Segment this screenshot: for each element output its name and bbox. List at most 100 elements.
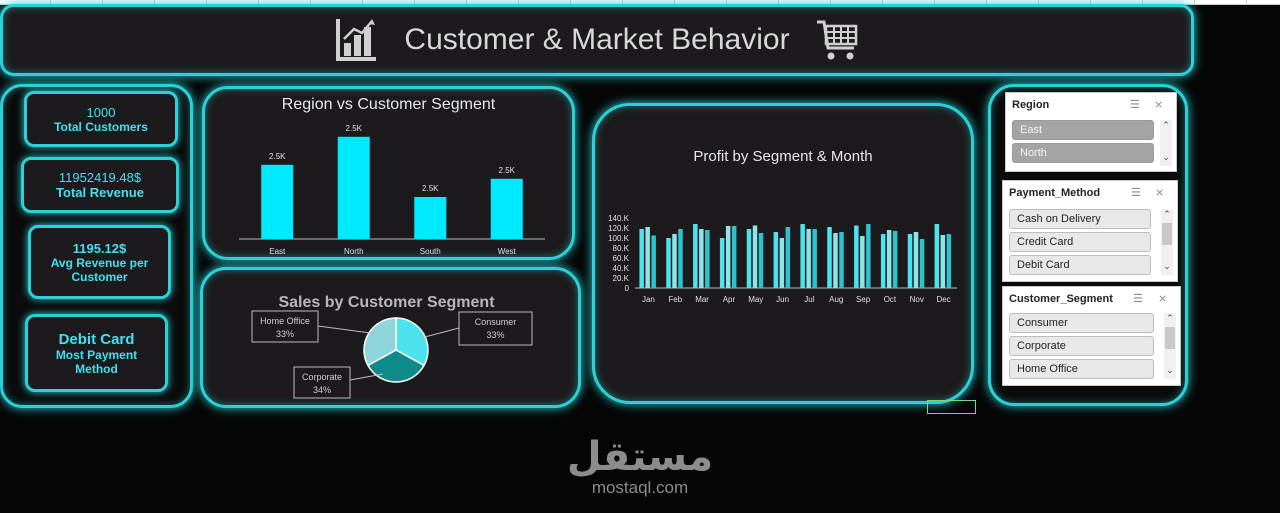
clear-filter-icon[interactable]: ⨯ xyxy=(1158,293,1168,305)
bar-oct-consumer xyxy=(880,234,886,288)
bar-aug-home-office xyxy=(839,232,844,288)
grid-line xyxy=(518,0,519,4)
y-tick-0: 0 xyxy=(625,284,630,293)
bar-apr-consumer xyxy=(719,238,725,288)
grid-line xyxy=(102,0,103,4)
shopping-cart-icon xyxy=(816,20,857,60)
bar-may-corporate xyxy=(752,225,758,288)
bar-may-home-office xyxy=(758,233,764,288)
x-tick-aug: Aug xyxy=(829,295,843,304)
scroll-up-icon[interactable]: ⌃ xyxy=(1166,313,1174,323)
scroll-down-icon[interactable]: ⌄ xyxy=(1162,152,1170,162)
bar-jan-corporate xyxy=(645,227,650,288)
y-tick-6: 120.K xyxy=(608,224,630,233)
kpi-payment-method: Debit Card Most Payment Method xyxy=(25,314,168,392)
payment-scrollbar[interactable]: ⌃ ⌄ xyxy=(1161,209,1173,275)
segment-scrollbar[interactable]: ⌃ ⌄ xyxy=(1164,313,1176,379)
bar-west xyxy=(490,178,523,239)
tick-label-east: East xyxy=(269,247,286,256)
data-label-south: 2.5K xyxy=(422,184,439,193)
grid-line xyxy=(830,0,831,4)
multi-select-icon[interactable]: ☰ xyxy=(1133,293,1143,305)
bar-jul-consumer xyxy=(800,224,805,288)
bar-oct-home-office xyxy=(892,231,898,288)
x-tick-jun: Jun xyxy=(776,295,789,304)
y-tick-1: 20.K xyxy=(613,274,630,283)
y-tick-3: 60.K xyxy=(613,254,630,263)
grid-line xyxy=(1246,0,1247,4)
bar-jun-home-office xyxy=(785,227,791,288)
clear-filter-icon[interactable]: ⨯ xyxy=(1155,187,1165,199)
grid-line xyxy=(310,0,311,4)
x-tick-nov: Nov xyxy=(910,295,924,304)
segment-slicer-title: Customer_Segment xyxy=(1009,293,1113,305)
multi-select-icon[interactable]: ☰ xyxy=(1130,99,1140,111)
bar-nov-home-office xyxy=(919,239,925,288)
bar-jul-home-office xyxy=(812,229,817,288)
data-label-west: 2.5K xyxy=(499,166,516,175)
slicer-item-north[interactable]: North xyxy=(1012,143,1154,163)
bar-jan-consumer xyxy=(639,229,644,288)
scroll-down-icon[interactable]: ⌄ xyxy=(1166,365,1174,375)
x-tick-oct: Oct xyxy=(884,295,897,304)
grid-line xyxy=(1194,0,1195,4)
pie-label-corporate: Corporate xyxy=(302,372,342,382)
bar-jul-corporate xyxy=(806,229,811,288)
scroll-down-icon[interactable]: ⌄ xyxy=(1163,261,1171,271)
region-slicer: Region ☰ ⨯ East North ⌃ ⌄ xyxy=(1005,92,1177,172)
grid-line xyxy=(986,0,987,4)
bar-mar-home-office xyxy=(705,230,710,288)
scroll-thumb[interactable] xyxy=(1162,223,1172,245)
slicer-item-home-office[interactable]: Home Office xyxy=(1009,359,1154,379)
slicer-item-consumer[interactable]: Consumer xyxy=(1009,313,1154,333)
pie-label-consumer: Consumer xyxy=(475,317,517,327)
pie-value-corporate: 34% xyxy=(313,385,331,395)
clear-filter-icon[interactable]: ⨯ xyxy=(1154,99,1164,111)
grid-line xyxy=(934,0,935,4)
bar-dec-home-office xyxy=(946,234,952,288)
bar-jun-corporate xyxy=(779,238,785,288)
leader-line-home-office xyxy=(317,325,379,335)
bar-sep-consumer xyxy=(854,225,859,288)
grid-line xyxy=(778,0,779,4)
x-tick-jan: Jan xyxy=(642,295,655,304)
kpi-avg-revenue: 1195.12$ Avg Revenue per Customer xyxy=(28,225,171,299)
scroll-thumb[interactable] xyxy=(1165,327,1175,349)
slicer-item-cash-on-delivery[interactable]: Cash on Delivery xyxy=(1009,209,1151,229)
tick-label-north: North xyxy=(344,247,364,256)
region-chart-panel: Region vs Customer Segment 2.5K East 2.5K N… xyxy=(202,86,575,260)
pie-chart-title: Sales by Customer Segment xyxy=(278,294,495,311)
bar-apr-corporate xyxy=(725,226,731,288)
slicer-item-corporate[interactable]: Corporate xyxy=(1009,336,1154,356)
bar-feb-home-office xyxy=(678,229,683,288)
grid-line xyxy=(882,0,883,4)
scroll-up-icon[interactable]: ⌃ xyxy=(1163,209,1171,219)
slicer-item-east[interactable]: East xyxy=(1012,120,1154,140)
bar-apr-home-office xyxy=(731,226,737,288)
bar-sep-corporate xyxy=(860,236,865,288)
bar-oct-corporate xyxy=(886,230,892,288)
y-tick-7: 140.K xyxy=(608,214,630,223)
slicer-item-credit-card[interactable]: Credit Card xyxy=(1009,232,1151,252)
bar-north xyxy=(337,136,370,239)
region-scrollbar[interactable]: ⌃ ⌄ xyxy=(1160,120,1172,166)
bar-jun-consumer xyxy=(773,232,779,288)
bar-aug-corporate xyxy=(833,233,838,288)
slicer-panel: Region ☰ ⨯ East North ⌃ ⌄ Payment_Method… xyxy=(988,84,1188,406)
grid-line xyxy=(1090,0,1091,4)
bar-south xyxy=(414,197,447,239)
grid-line xyxy=(258,0,259,4)
grid-line xyxy=(362,0,363,4)
scroll-up-icon[interactable]: ⌃ xyxy=(1162,120,1170,130)
grid-line xyxy=(466,0,467,4)
multi-select-icon[interactable]: ☰ xyxy=(1131,187,1141,199)
y-tick-2: 40.K xyxy=(613,264,630,273)
selected-cell[interactable] xyxy=(927,400,976,414)
grid-line xyxy=(50,0,51,4)
region-chart-title: Region vs Customer Segment xyxy=(281,96,496,113)
grid-line xyxy=(414,0,415,4)
slicer-item-debit-card[interactable]: Debit Card xyxy=(1009,255,1151,275)
grid-line xyxy=(570,0,571,4)
region-bar-chart: 2.5K East 2.5K North 2.5K South 2.5K West xyxy=(239,124,545,256)
